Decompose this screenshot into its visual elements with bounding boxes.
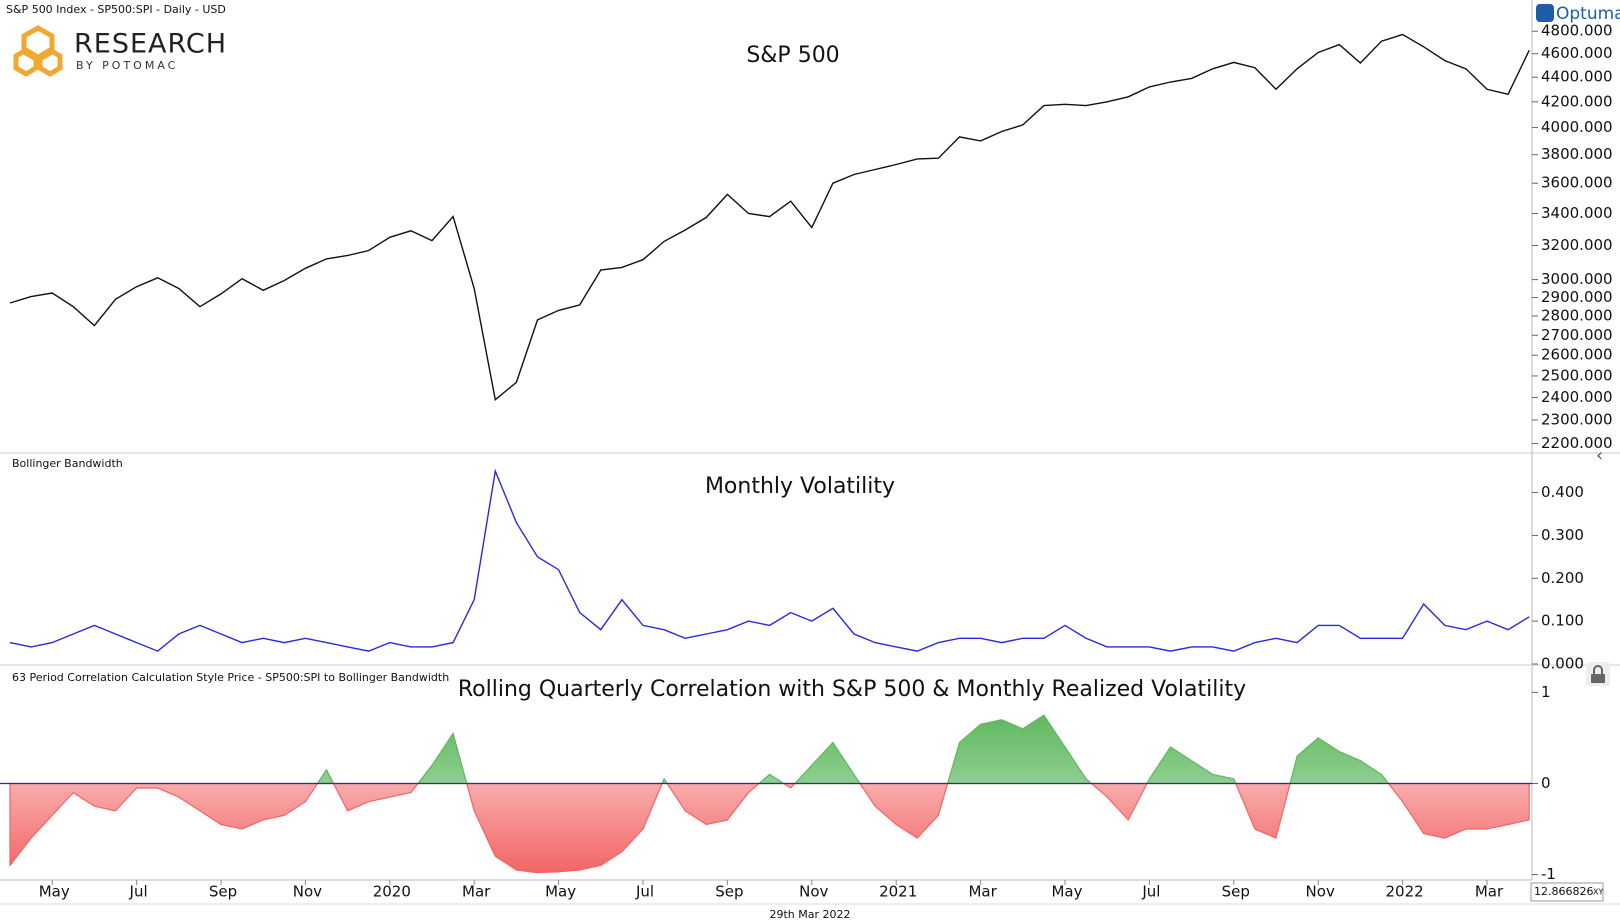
brand: Optuma	[1556, 4, 1620, 24]
x-tick-label: 2022	[1386, 883, 1424, 901]
logo-subtitle: BY POTOMAC	[76, 59, 178, 72]
x-tick-label: Mar	[968, 883, 997, 901]
y-tick-label: 0.300	[1541, 526, 1584, 544]
negative-area	[9, 783, 1530, 874]
price-line	[9, 33, 1530, 401]
y-tick-label: 2900.000	[1541, 288, 1613, 306]
cursor-mode[interactable]: XY	[1593, 888, 1603, 897]
y-tick-label: 0.400	[1541, 483, 1584, 501]
y-tick-label: 2200.000	[1541, 434, 1613, 452]
x-tick-label: May	[1051, 883, 1082, 901]
y-tick-label: 3400.000	[1541, 204, 1613, 222]
x-tick-label: Jul	[129, 883, 148, 901]
panel-label: Bollinger Bandwidth	[12, 457, 123, 470]
y-tick-label: 4400.000	[1541, 68, 1613, 86]
y-tick-label: 3200.000	[1541, 236, 1613, 254]
brand-icon	[1536, 4, 1554, 22]
x-tick-label: 2020	[373, 883, 411, 901]
instrument-label: S&P 500 Index - SP500:SPI - Daily - USD	[6, 3, 226, 16]
y-tick-label: 2700.000	[1541, 326, 1613, 344]
y-tick-label: 0.100	[1541, 612, 1584, 630]
y-tick-label: 4200.000	[1541, 92, 1613, 110]
y-tick-label: 3800.000	[1541, 145, 1613, 163]
y-tick-label: 1	[1541, 683, 1551, 701]
y-tick-label: 0.000	[1541, 655, 1584, 673]
y-tick-label: 0	[1541, 774, 1551, 792]
y-tick-label: 3600.000	[1541, 174, 1613, 192]
collapse-arrow[interactable]: ‹	[1596, 445, 1603, 466]
y-tick-label: 2500.000	[1541, 366, 1613, 384]
logo	[13, 25, 63, 77]
chart-title: S&P 500	[746, 43, 839, 68]
x-tick-label: May	[39, 883, 70, 901]
x-tick-label: Sep	[209, 883, 237, 901]
x-tick-label: Nov	[1306, 883, 1335, 901]
x-tick-label: Nov	[799, 883, 828, 901]
x-tick-label: Jul	[1141, 883, 1160, 901]
panel-label: 63 Period Correlation Calculation Style …	[12, 671, 449, 684]
positive-area	[9, 714, 1530, 784]
y-tick-label: 4800.000	[1541, 22, 1613, 40]
y-tick-label: -1	[1541, 865, 1556, 883]
y-tick-label: 2300.000	[1541, 411, 1613, 429]
x-tick-label: Nov	[293, 883, 322, 901]
x-tick-label: Mar	[1475, 883, 1504, 901]
cursor-box	[1530, 882, 1604, 902]
y-tick-label: 4600.000	[1541, 44, 1613, 62]
y-tick-label: 2400.000	[1541, 388, 1613, 406]
y-tick-label: 4000.000	[1541, 118, 1613, 136]
x-tick-label: 2021	[879, 883, 917, 901]
date-label: 29th Mar 2022	[769, 908, 850, 921]
chart-title: Rolling Quarterly Correlation with S&P 5…	[458, 677, 1246, 702]
x-tick-label: Mar	[462, 883, 491, 901]
x-tick-label: Sep	[1222, 883, 1250, 901]
y-tick-label: 3000.000	[1541, 270, 1613, 288]
y-tick-label: 2800.000	[1541, 307, 1613, 325]
x-tick-label: Jul	[635, 883, 654, 901]
cursor-value: 12.866826	[1534, 885, 1594, 898]
x-tick-label: Sep	[715, 883, 743, 901]
logo-title: RESEARCH	[74, 29, 227, 60]
lock-icon[interactable]	[1586, 662, 1610, 686]
y-tick-label: 2600.000	[1541, 346, 1613, 364]
chart-title: Monthly Volatility	[705, 474, 895, 499]
y-tick-label: 0.200	[1541, 569, 1584, 587]
x-tick-label: May	[545, 883, 576, 901]
price-line	[9, 468, 1530, 652]
